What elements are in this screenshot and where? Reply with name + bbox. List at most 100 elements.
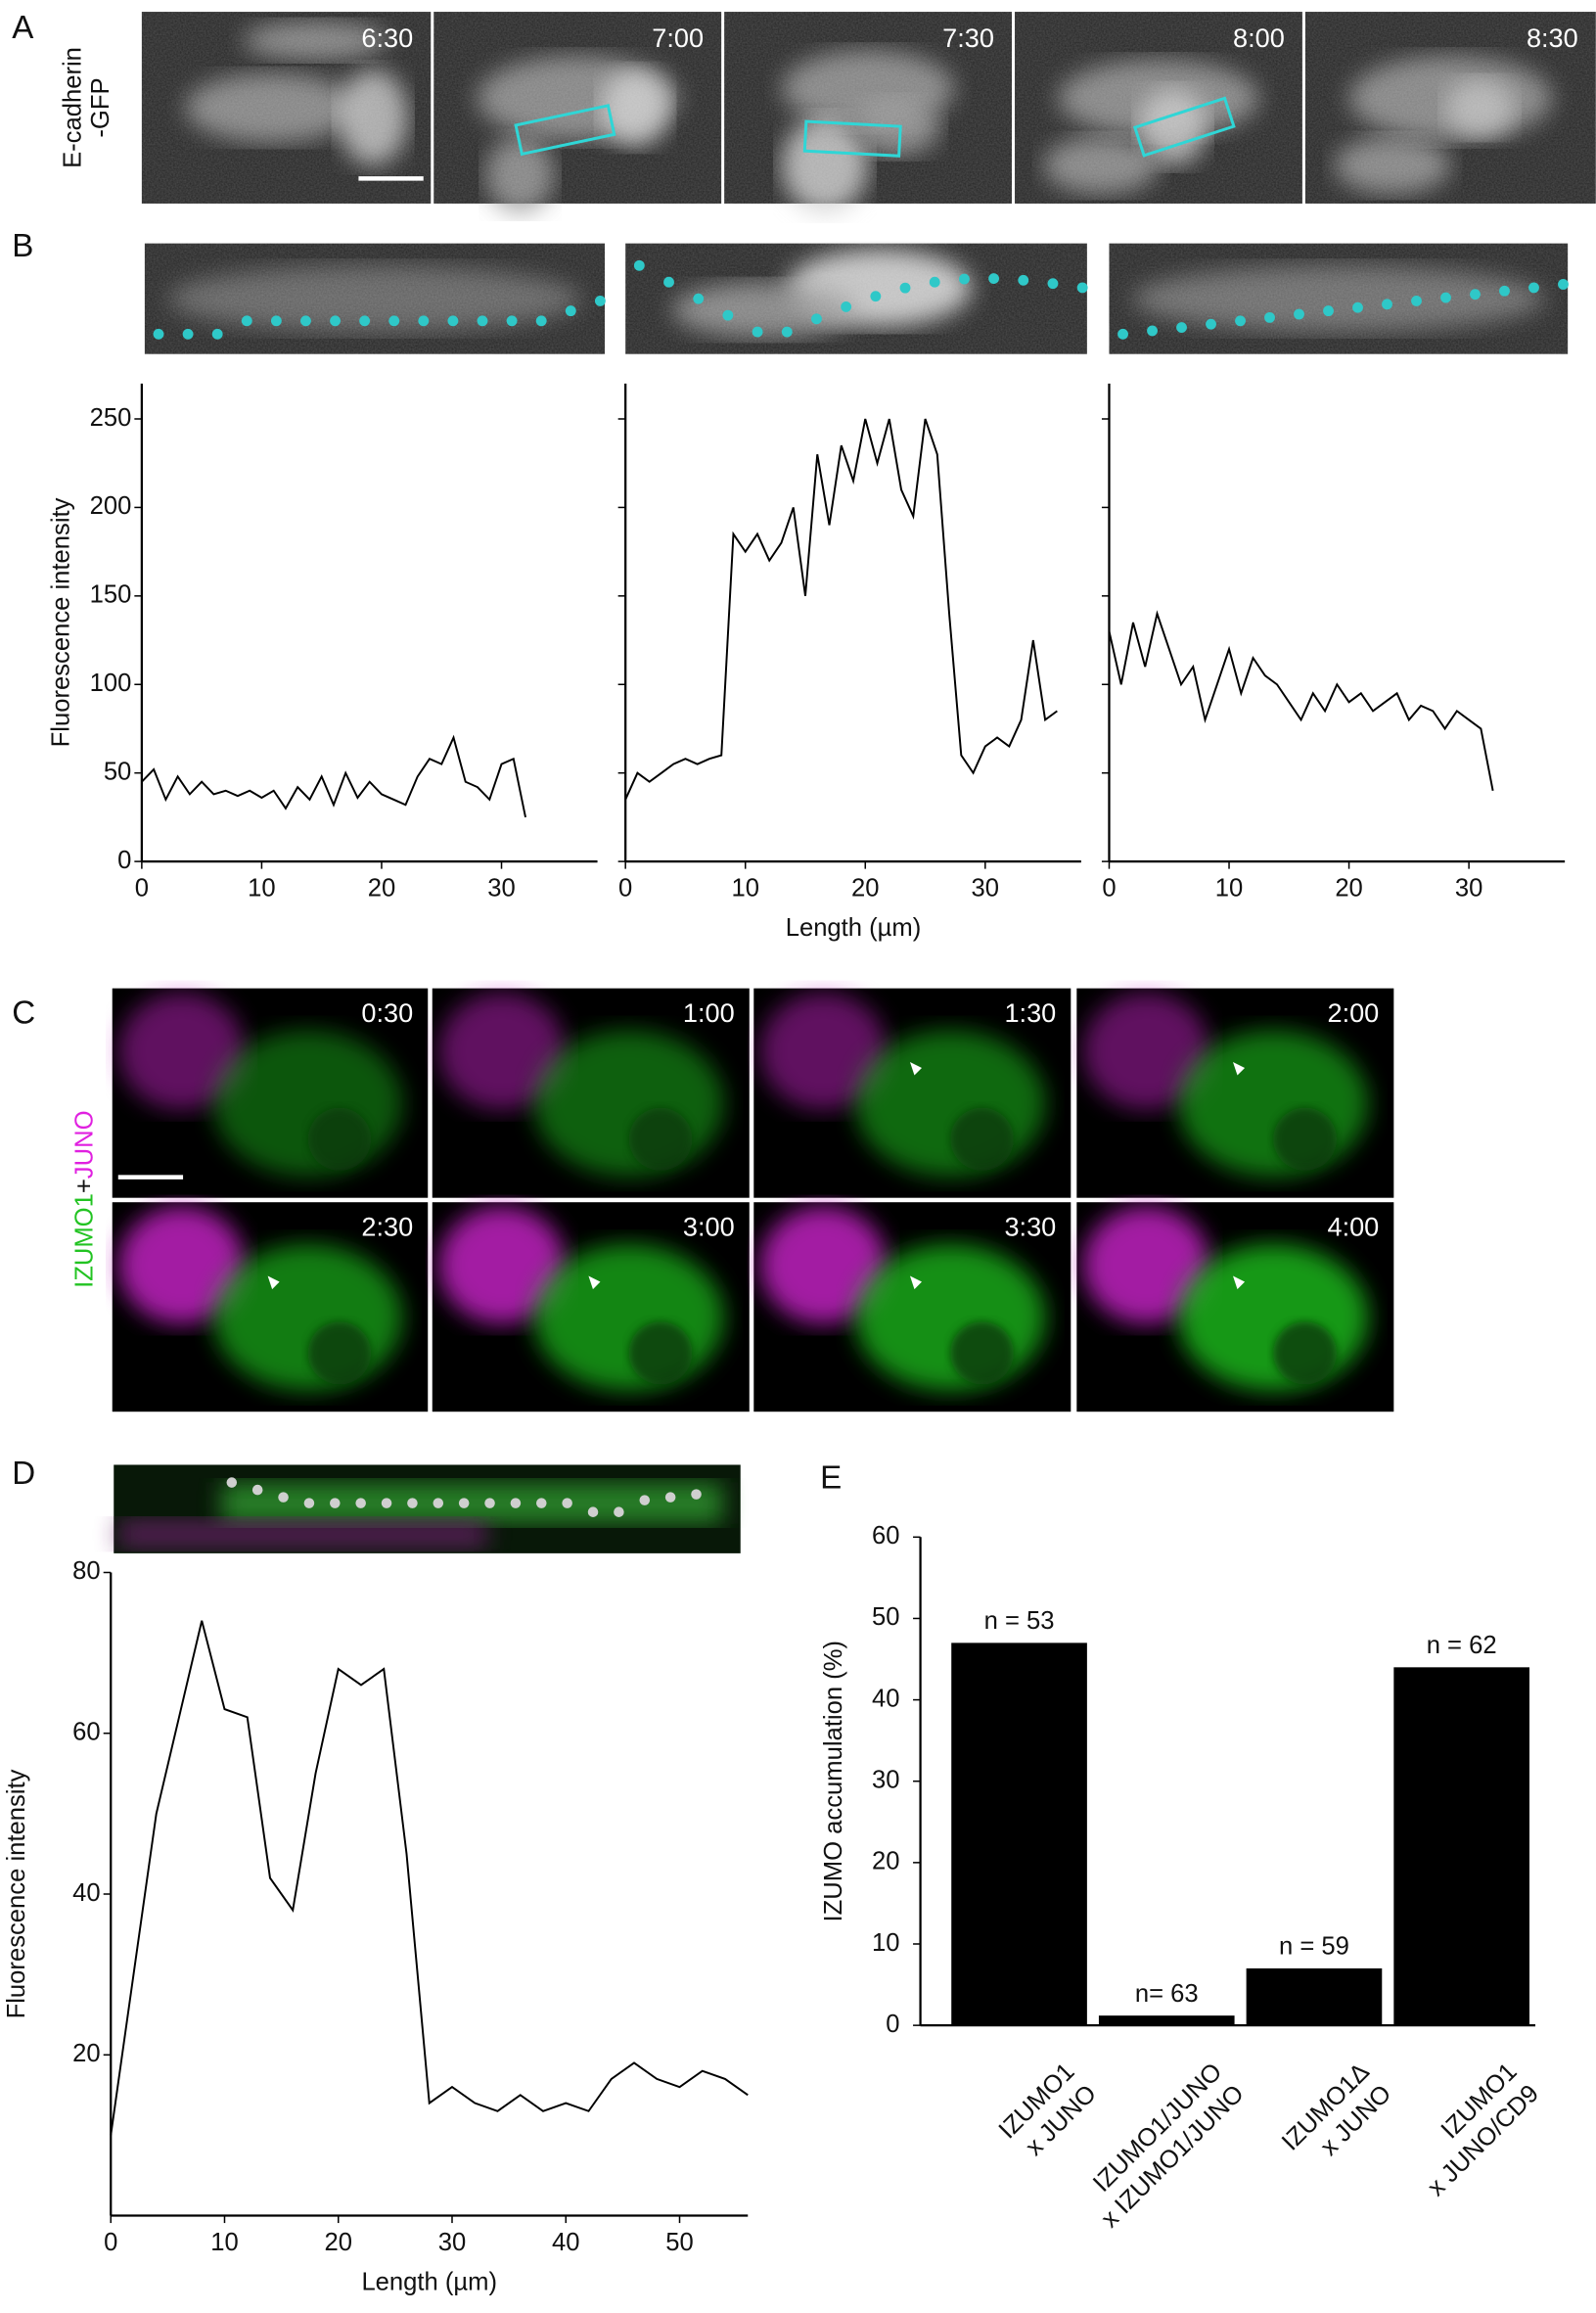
category-label: IZUMO1x JUNO/CD9 xyxy=(1422,2058,1543,2201)
profile-dot xyxy=(418,315,430,327)
juno-cell xyxy=(118,992,246,1110)
y-tick-label: 20 xyxy=(72,2040,101,2067)
time-label: 1:30 xyxy=(1004,997,1056,1028)
label-line: -GFP xyxy=(87,77,114,137)
panel-a-label: E-cadherin -GFP xyxy=(59,47,114,168)
y-tick-label: 20 xyxy=(872,1848,900,1875)
time-label: 2:00 xyxy=(1327,997,1379,1028)
izumo-cell xyxy=(533,1244,724,1391)
juno-cell xyxy=(759,1206,888,1324)
profile-dot xyxy=(407,1498,418,1508)
profile-dot xyxy=(663,276,674,288)
profile-dot xyxy=(484,1498,495,1508)
profile-dot xyxy=(1076,282,1088,294)
time-label: 6:30 xyxy=(361,23,413,53)
time-label: 0:30 xyxy=(361,997,413,1028)
profile-dot xyxy=(693,293,705,304)
profile-dot xyxy=(330,315,341,327)
y-tick-label: 60 xyxy=(72,1719,101,1746)
label-green: IZUMO1 xyxy=(70,1193,98,1288)
profile-dot xyxy=(226,1477,238,1488)
profile-dot xyxy=(388,315,400,327)
x-tick-label: 0 xyxy=(135,874,149,902)
profile-dot xyxy=(633,259,645,271)
y-axis-label: IZUMO accumulation (%) xyxy=(820,1641,847,1921)
profile-line xyxy=(141,734,526,818)
y-tick-label: 100 xyxy=(90,670,132,697)
profile-dot xyxy=(535,315,547,327)
profile-dot xyxy=(330,1498,341,1508)
juno-cell xyxy=(1082,992,1210,1110)
x-axis-label: Length (µm) xyxy=(786,914,922,942)
profile-dot xyxy=(1235,315,1246,327)
izumo-nucleus xyxy=(1273,1321,1338,1385)
time-label: 7:00 xyxy=(652,23,704,53)
category-text: IZUMO1Δx JUNO xyxy=(1277,2058,1397,2178)
noise xyxy=(141,12,432,204)
profile-dot xyxy=(1411,296,1422,306)
izumo-nucleus xyxy=(628,1107,693,1171)
label-line: E-cadherin xyxy=(59,47,86,168)
profile-dot xyxy=(300,315,311,327)
noise xyxy=(433,12,722,204)
profile-dot xyxy=(1264,311,1275,323)
panel-c-label: IZUMO1+JUNO xyxy=(70,1110,98,1287)
profile-dot xyxy=(477,315,488,327)
profile-dot xyxy=(1470,289,1481,301)
arrowhead xyxy=(1232,1275,1246,1290)
label-plus: + xyxy=(70,1179,98,1193)
profile-dot xyxy=(211,328,223,340)
category-label: IZUMO1Δx JUNO xyxy=(1277,2058,1397,2178)
profile-dot xyxy=(355,1498,366,1508)
profile-dot xyxy=(359,315,371,327)
profile-dot xyxy=(506,315,518,327)
x-tick-label: 20 xyxy=(368,874,396,902)
juno-cell xyxy=(438,992,566,1110)
noise xyxy=(724,12,1013,204)
time-label: 8:30 xyxy=(1527,23,1578,53)
juno-cell xyxy=(438,1206,566,1324)
category-label: IZUMO1/JUNOx IZUMO1/JUNO xyxy=(1074,2058,1250,2233)
profile-dot xyxy=(691,1489,702,1500)
x-tick-label: 40 xyxy=(552,2229,580,2256)
x-tick-label: 30 xyxy=(438,2229,467,2256)
profile-dot xyxy=(781,326,793,338)
profile-dot xyxy=(447,315,459,327)
izumo-cell xyxy=(854,1244,1046,1391)
category-text: IZUMO1/JUNOx IZUMO1/JUNO xyxy=(1074,2058,1250,2233)
izumo-nucleus xyxy=(950,1107,1014,1171)
profile-dot xyxy=(1323,305,1334,317)
profile-dot xyxy=(458,1498,470,1508)
y-tick-label: 40 xyxy=(872,1685,900,1712)
y-axis-label: Fluorescence intensity xyxy=(47,497,74,747)
y-tick-label: 60 xyxy=(872,1522,900,1550)
x-tick-label: 30 xyxy=(487,874,516,902)
izumo-nucleus xyxy=(1273,1107,1338,1171)
profile-dot xyxy=(1018,274,1029,286)
profile-dot xyxy=(639,1495,651,1505)
izumo-cell xyxy=(533,1030,724,1178)
bar-annotation: n= 63 xyxy=(1135,1980,1199,2008)
profile-dot xyxy=(565,305,576,317)
x-tick-label: 10 xyxy=(210,2229,239,2256)
izumo-cell xyxy=(1178,1030,1369,1178)
panel-label: A xyxy=(12,10,34,46)
izumo-nucleus xyxy=(307,1107,372,1171)
x-tick-label: 50 xyxy=(665,2229,694,2256)
profile-dot xyxy=(536,1498,547,1508)
izumo-nucleus xyxy=(628,1321,693,1385)
noise xyxy=(1015,12,1302,204)
x-tick-label: 20 xyxy=(324,2229,352,2256)
bar xyxy=(1393,1667,1529,2026)
profile-dot xyxy=(752,326,763,338)
panel-label: D xyxy=(12,1456,35,1492)
izumo-nucleus xyxy=(950,1321,1014,1385)
x-tick-label: 0 xyxy=(1102,874,1116,902)
juno-cell xyxy=(1082,1206,1210,1324)
profile-dot xyxy=(562,1498,572,1508)
profile-dot xyxy=(811,313,822,325)
profile-dot xyxy=(1382,299,1392,310)
y-tick-label: 50 xyxy=(104,758,132,785)
izumo-cell xyxy=(212,1244,403,1391)
